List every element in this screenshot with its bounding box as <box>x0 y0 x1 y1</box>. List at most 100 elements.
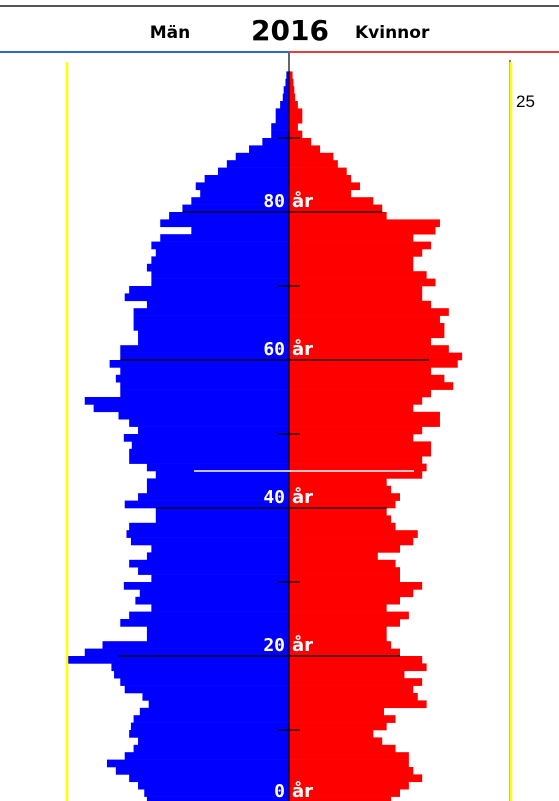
bar-women-age-65 <box>289 315 440 324</box>
bar-women-age-78 <box>289 219 440 228</box>
bar-men-age-75 <box>151 241 289 250</box>
bar-women-age-94 <box>289 101 298 109</box>
bar-men-age-4 <box>115 767 289 775</box>
bar-women-age-8 <box>289 737 383 746</box>
bar-men-age-85 <box>217 167 289 176</box>
bar-women-age-48 <box>289 441 432 450</box>
bar-women-age-34 <box>289 545 400 553</box>
bar-men-age-67 <box>146 300 289 309</box>
bar-men-age-65 <box>133 315 289 324</box>
bar-women-age-59 <box>289 360 458 368</box>
bar-men-age-1 <box>144 789 289 797</box>
bar-women-age-27 <box>289 596 400 605</box>
bar-men-age-43 <box>146 478 289 487</box>
bar-men-age-21 <box>102 641 290 649</box>
bar-men-age-8 <box>138 737 289 746</box>
bar-women-age-69 <box>289 286 423 294</box>
bar-men-age-25 <box>129 611 289 620</box>
bar-women-age-35 <box>289 537 414 546</box>
bar-women-age-13 <box>289 700 427 709</box>
bar-men-age-32 <box>129 559 289 568</box>
bar-women-age-10 <box>289 722 387 731</box>
bar-men-age-38 <box>155 515 289 524</box>
bar-men-age-30 <box>151 574 289 583</box>
age-unit-label: år <box>292 190 313 212</box>
bar-men-age-87 <box>235 152 289 161</box>
bar-men-age-82 <box>200 189 289 198</box>
bar-men-age-56 <box>120 382 289 390</box>
bar-women-age-32 <box>289 559 396 568</box>
bar-women-age-67 <box>289 300 432 309</box>
bar-men-age-97 <box>285 78 289 87</box>
bar-men-age-48 <box>131 441 289 450</box>
bar-men-age-91 <box>271 123 289 131</box>
bar-men-age-13 <box>148 700 289 709</box>
bar-men-age-36 <box>126 530 289 538</box>
bar-men-age-52 <box>118 411 289 420</box>
bar-men-age-98 <box>286 71 289 80</box>
bar-men-age-89 <box>262 138 289 146</box>
bar-women-age-81 <box>289 197 374 205</box>
bar-women-age-68 <box>289 293 423 302</box>
bar-men-age-18 <box>111 663 290 672</box>
bar-women-age-5 <box>289 759 409 768</box>
bar-women-age-26 <box>289 604 387 612</box>
bar-women-age-62 <box>289 337 432 346</box>
bar-women-age-40 <box>289 500 396 509</box>
bar-men-age-76 <box>160 234 289 242</box>
bar-women-age-74 <box>289 249 423 257</box>
bar-women-age-80 <box>289 204 383 213</box>
bar-men-age-61 <box>120 345 289 353</box>
bar-men-age-27 <box>135 596 289 605</box>
bar-women-age-57 <box>289 374 445 383</box>
bar-women-age-79 <box>289 212 387 220</box>
bar-men-age-73 <box>151 256 289 265</box>
age-unit-label: år <box>292 780 313 801</box>
bar-women-age-47 <box>289 448 432 457</box>
bar-women-age-15 <box>289 685 414 694</box>
men-label: Män <box>150 23 191 43</box>
bar-women-age-98 <box>289 71 293 80</box>
bar-men-age-2 <box>138 781 289 790</box>
bar-women-age-25 <box>289 611 409 620</box>
bar-men-age-49 <box>123 434 289 442</box>
bar-women-age-38 <box>289 515 392 524</box>
bar-men-age-41 <box>138 493 289 501</box>
bar-women-age-45 <box>289 463 427 472</box>
bar-women-age-88 <box>289 145 321 154</box>
bar-men-age-51 <box>129 419 289 427</box>
bar-women-age-90 <box>289 130 303 139</box>
bar-men-age-11 <box>133 715 289 723</box>
bar-men-age-54 <box>84 397 289 405</box>
bar-women-age-51 <box>289 419 440 427</box>
bars-group <box>67 53 463 801</box>
bar-men-age-23 <box>146 626 289 635</box>
bar-women-age-58 <box>289 367 432 376</box>
bar-women-age-87 <box>289 152 334 161</box>
bar-men-age-9 <box>129 730 289 738</box>
bar-women-age-46 <box>289 456 423 464</box>
bar-women-age-77 <box>289 226 436 235</box>
bar-men-age-64 <box>133 323 289 331</box>
bar-women-age-76 <box>289 234 414 242</box>
bar-women-age-12 <box>289 707 385 716</box>
bar-men-age-68 <box>124 293 289 302</box>
bar-women-age-85 <box>289 167 347 176</box>
bar-women-age-9 <box>289 730 374 738</box>
bar-men-age-29 <box>123 582 289 590</box>
bar-women-age-56 <box>289 382 454 390</box>
bar-men-age-94 <box>280 101 289 109</box>
bar-women-age-19 <box>289 656 423 664</box>
bar-women-age-82 <box>289 189 352 198</box>
bar-women-age-72 <box>289 263 414 272</box>
bar-men-age-66 <box>133 308 289 316</box>
bar-men-age-10 <box>130 722 289 731</box>
bar-women-age-61 <box>289 345 449 353</box>
bar-women-age-64 <box>289 323 445 331</box>
bar-women-age-70 <box>289 278 436 287</box>
bar-women-age-29 <box>289 582 423 590</box>
bar-women-age-2 <box>289 781 409 790</box>
bar-women-age-21 <box>289 641 392 649</box>
bar-women-age-28 <box>289 589 414 598</box>
